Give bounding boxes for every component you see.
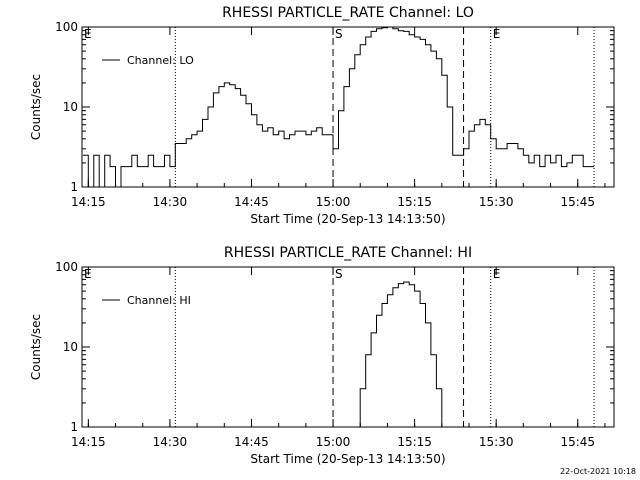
hi-marker-label-e: E xyxy=(493,267,501,281)
hi-x-tick-label-6: 15:45 xyxy=(560,435,595,449)
lo-marker-label-s: S xyxy=(335,27,343,41)
lo-x-tick-label-2: 14:45 xyxy=(234,195,269,209)
hi-y-axis-label: Counts/sec xyxy=(29,314,43,380)
hi-x-tick-label-1: 14:30 xyxy=(153,435,188,449)
hi-legend-label: Channel: HI xyxy=(127,294,191,307)
lo-x-tick-label-6: 15:45 xyxy=(560,195,595,209)
lo-x-tick-label-5: 15:30 xyxy=(479,195,514,209)
hi-y-tick-label-2: 100 xyxy=(55,260,78,274)
footer-timestamp: 22-Oct-2021 10:18 xyxy=(560,467,636,476)
hi-x-tick-label-4: 15:15 xyxy=(397,435,432,449)
hi-plot-frame xyxy=(81,266,615,428)
lo-x-tick-label-1: 14:30 xyxy=(153,195,188,209)
lo-y-tick-label-1: 10 xyxy=(63,100,78,114)
hi-x-tick-label-3: 15:00 xyxy=(316,435,351,449)
lo-x-tick-label-4: 15:15 xyxy=(397,195,432,209)
hi-marker-label-start: E xyxy=(84,267,92,281)
lo-y-tick-label-0: 1 xyxy=(70,180,78,194)
hi-x-tick-label-0: 14:15 xyxy=(71,435,106,449)
hi-y-tick-label-0: 1 xyxy=(70,420,78,434)
lo-marker-label-start: E xyxy=(84,27,92,41)
lo-series-line-0 xyxy=(82,26,595,188)
lo-y-axis-label: Counts/sec xyxy=(29,74,43,140)
hi-y-tick-label-1: 10 xyxy=(63,340,78,354)
panel-hi: RHESSI PARTICLE_RATE Channel: HI 14:15 14:… xyxy=(29,245,615,466)
lo-marker-label-e: E xyxy=(493,27,501,41)
lo-y-tick-label-2: 100 xyxy=(55,20,78,34)
lo-x-axis-label: Start Time (20-Sep-13 14:13:50) xyxy=(250,212,445,226)
hi-x-axis-label: Start Time (20-Sep-13 14:13:50) xyxy=(250,452,445,466)
lo-legend-label: Channel: LO xyxy=(127,54,194,67)
hi-marker-label-s: S xyxy=(335,267,343,281)
lo-chart-title: RHESSI PARTICLE_RATE Channel: LO xyxy=(222,5,474,21)
lo-x-tick-label-0: 14:15 xyxy=(71,195,106,209)
hi-series-line-0 xyxy=(354,281,443,428)
hi-x-tick-label-2: 14:45 xyxy=(234,435,269,449)
panel-lo: RHESSI PARTICLE_RATE Channel: LO 14:15 14:… xyxy=(29,5,615,226)
hi-chart-title: RHESSI PARTICLE_RATE Channel: HI xyxy=(224,245,472,261)
hi-x-tick-label-5: 15:30 xyxy=(479,435,514,449)
lo-x-tick-label-3: 15:00 xyxy=(316,195,351,209)
